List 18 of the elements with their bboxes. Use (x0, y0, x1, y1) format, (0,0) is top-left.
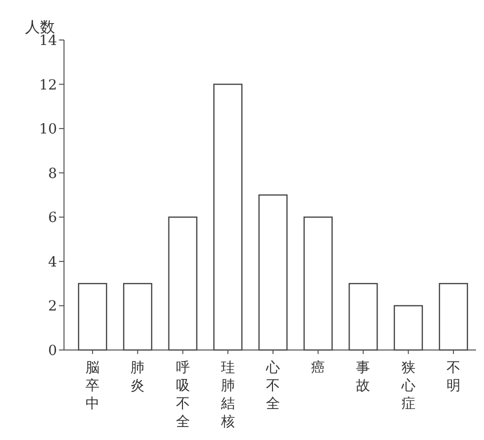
xtick: 珪肺結核 (220, 360, 235, 430)
ytick: 4 (48, 254, 57, 270)
xtick: 心不全 (266, 360, 280, 412)
ytick: 2 (48, 298, 57, 315)
ytick: 8 (48, 166, 57, 182)
xtick: 肺炎 (130, 360, 145, 394)
xtick: 不明 (446, 360, 460, 394)
ytick: 14 (39, 33, 57, 49)
xtick: 事故 (356, 360, 370, 394)
xtick: 呼吸不全 (176, 360, 190, 430)
xtick: 狭心症 (401, 360, 416, 412)
ylabel: 人数 (25, 18, 55, 36)
ytick: 10 (39, 122, 57, 138)
ytick: 12 (39, 77, 57, 94)
xtick: 癌 (311, 360, 326, 376)
xtick: 脳卒中 (86, 360, 100, 412)
ytick: 6 (48, 210, 57, 226)
ytick: 0 (48, 343, 57, 359)
